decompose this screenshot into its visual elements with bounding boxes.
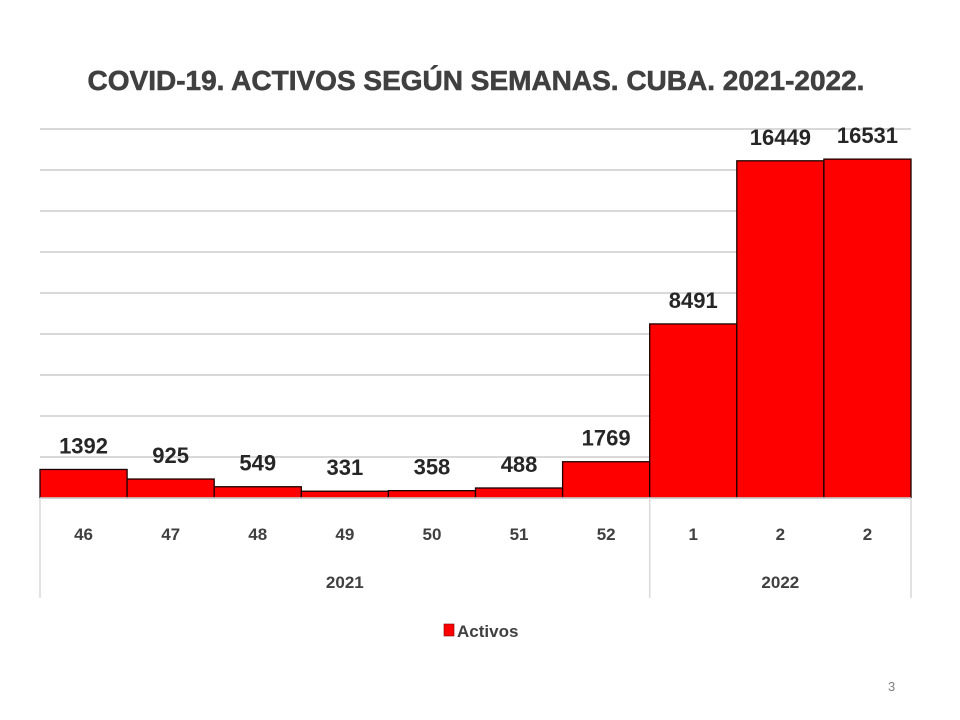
tick-label: 52 — [597, 525, 616, 544]
bar — [213, 486, 302, 499]
category-axis — [39, 497, 912, 598]
tick-label: 46 — [74, 525, 93, 544]
legend-label-activos: Activos — [457, 622, 518, 641]
data-label: 16531 — [837, 123, 898, 148]
bar — [823, 158, 912, 499]
data-label: 549 — [239, 451, 276, 476]
legend: Activos — [443, 622, 518, 641]
bar — [126, 478, 215, 499]
legend-swatch — [443, 623, 455, 637]
tick-label: 47 — [161, 525, 180, 544]
chart-title: COVID-19. ACTIVOS SEGÚN SEMANAS. CUBA. 2… — [88, 65, 865, 96]
bar — [387, 490, 477, 499]
tick-label: 51 — [510, 525, 529, 544]
data-label: 331 — [326, 455, 363, 480]
bar — [474, 487, 564, 499]
group-label: 2021 — [326, 573, 364, 592]
bar — [736, 160, 825, 499]
data-label: 488 — [501, 452, 538, 477]
data-label: 925 — [152, 443, 189, 468]
data-label: 8491 — [669, 288, 718, 313]
bar — [649, 323, 738, 499]
data-label: 16449 — [750, 125, 811, 150]
data-labels: 1392 925 549 331 358 488 1769 8491 16449 16531 — [59, 123, 898, 480]
group-labels: 2021 2022 — [326, 573, 799, 592]
data-label: 358 — [414, 455, 451, 480]
tick-label: 2 — [863, 525, 872, 544]
data-label: 1392 — [59, 433, 108, 458]
bar — [39, 468, 128, 499]
group-label: 2022 — [761, 573, 799, 592]
bar — [300, 490, 390, 499]
page-number: 3 — [888, 679, 896, 694]
gridlines — [40, 128, 911, 458]
tick-label: 1 — [689, 525, 698, 544]
tick-label: 48 — [248, 525, 267, 544]
tick-label: 2 — [776, 525, 785, 544]
bar — [561, 461, 651, 499]
data-label: 1769 — [582, 426, 631, 451]
tick-label: 49 — [335, 525, 354, 544]
tick-label: 50 — [422, 525, 441, 544]
tick-labels: 46 47 48 49 50 51 52 1 2 2 — [74, 525, 872, 544]
